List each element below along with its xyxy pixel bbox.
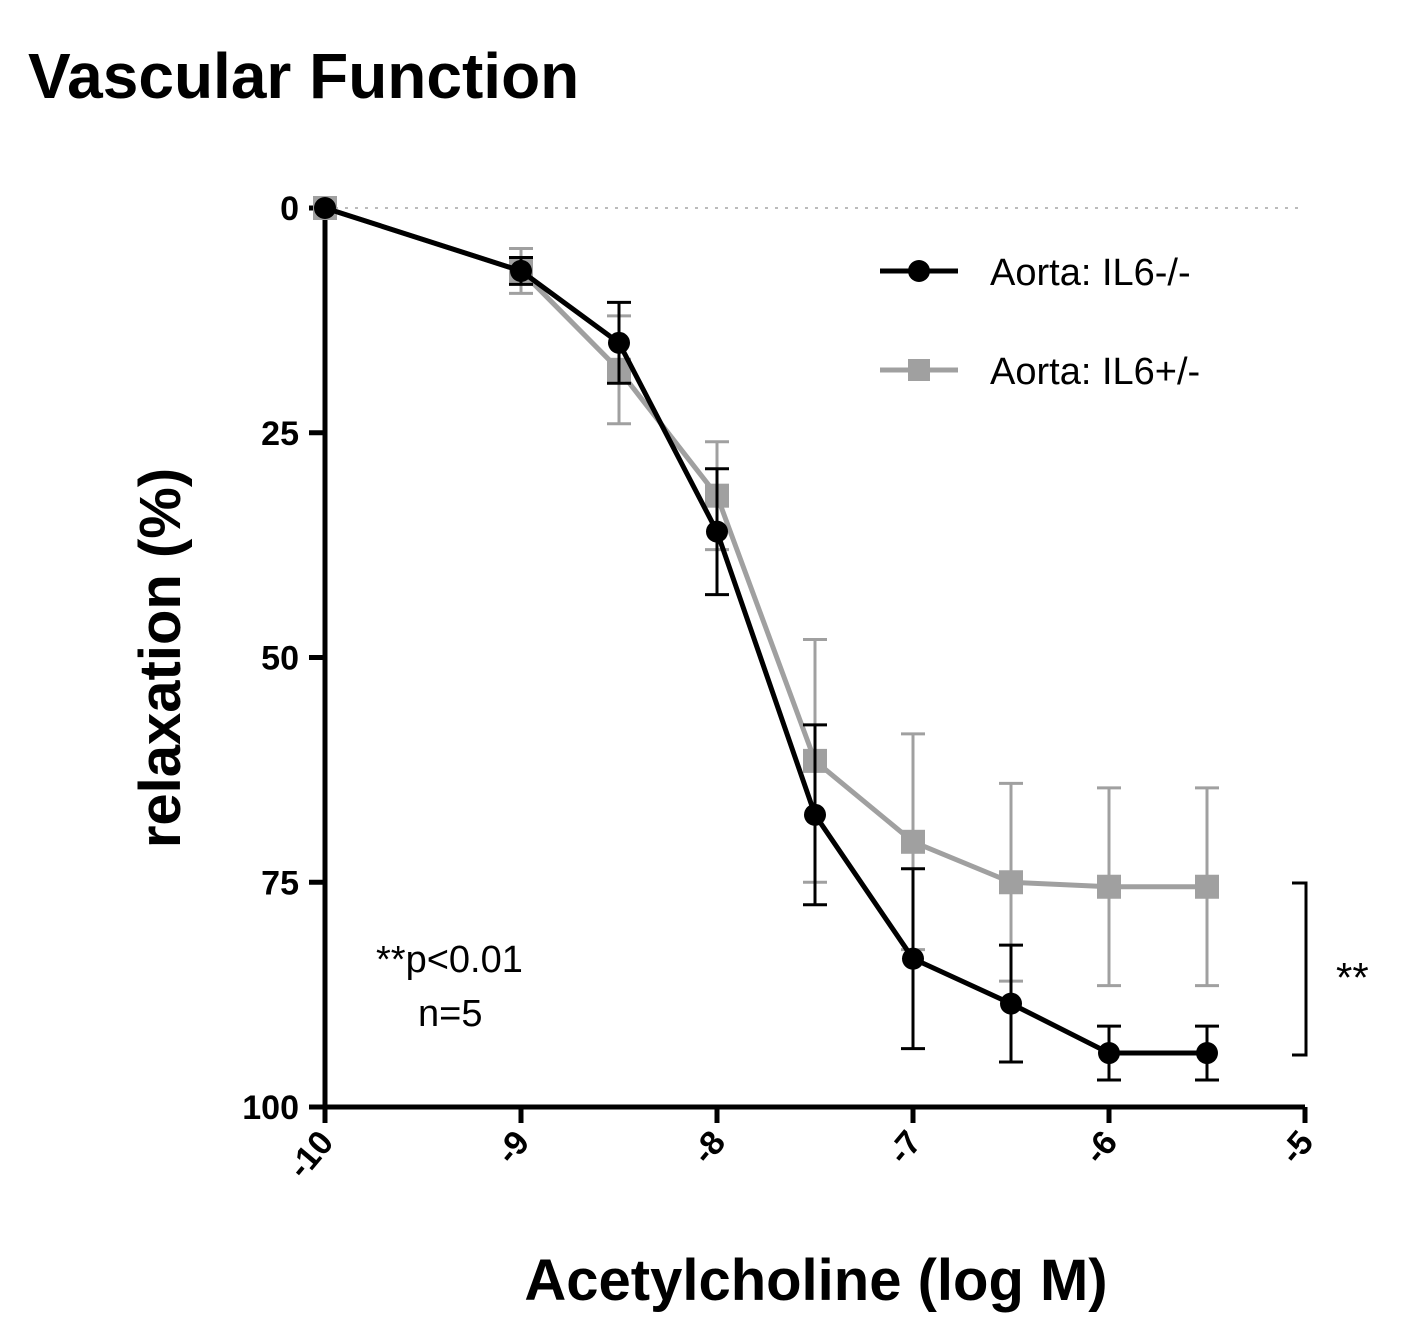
- x-tick-label: -9: [489, 1124, 538, 1172]
- pvalue-annotation: **p<0.01: [376, 939, 523, 981]
- data-point: [902, 947, 924, 970]
- data-point: [1195, 874, 1219, 899]
- data-point: [901, 829, 925, 854]
- data-point: [804, 803, 826, 826]
- data-point: [1098, 1042, 1120, 1065]
- data-point: [314, 197, 336, 219]
- significance-bracket: [1292, 881, 1308, 1057]
- data-point: [999, 870, 1023, 895]
- data-point: [510, 259, 532, 282]
- x-tick-label: -8: [685, 1124, 734, 1172]
- chart-title: Vascular Function: [28, 40, 579, 112]
- x-tick-label: -7: [881, 1124, 930, 1172]
- x-tick-label: -10: [280, 1124, 341, 1186]
- y-tick-label: 0: [280, 190, 299, 228]
- legend-entry-series-1: Aorta: IL6-/-: [880, 252, 1191, 294]
- legend-label-series-2: Aorta: IL6+/-: [990, 351, 1200, 393]
- y-axis-label: relaxation (%): [128, 468, 193, 848]
- x-ticks: -10 -9 -8 -7 -6 -5: [280, 1107, 1321, 1186]
- data-point: [1000, 992, 1022, 1015]
- series-2: [313, 196, 1219, 988]
- legend-entry-series-2: Aorta: IL6+/-: [880, 351, 1200, 393]
- legend-marker-series-1: [908, 260, 930, 282]
- y-tick-label: 75: [261, 864, 299, 902]
- x-tick-label: -5: [1273, 1124, 1322, 1172]
- series-line: [324, 205, 1207, 890]
- data-point: [1097, 874, 1121, 899]
- x-tick-label: -6: [1077, 1124, 1126, 1172]
- y-tick-label: 100: [242, 1089, 299, 1127]
- data-point: [608, 331, 630, 354]
- legend-marker-series-2: [908, 359, 930, 381]
- legend-label-series-1: Aorta: IL6-/-: [990, 252, 1191, 294]
- significance-marker: **: [1336, 954, 1369, 1001]
- legend: Aorta: IL6-/- Aorta: IL6+/-: [880, 252, 1200, 393]
- series-layer: [313, 196, 1219, 1082]
- y-ticks: 0 25 50 75 100: [242, 190, 325, 1127]
- data-point: [1196, 1042, 1218, 1065]
- x-axis-label: Acetylcholine (log M): [524, 1248, 1107, 1313]
- y-tick-label: 50: [261, 640, 299, 678]
- sample-size-annotation: n=5: [418, 993, 482, 1035]
- data-point: [706, 520, 728, 543]
- y-tick-label: 25: [261, 415, 299, 453]
- series-1: [314, 197, 1219, 1082]
